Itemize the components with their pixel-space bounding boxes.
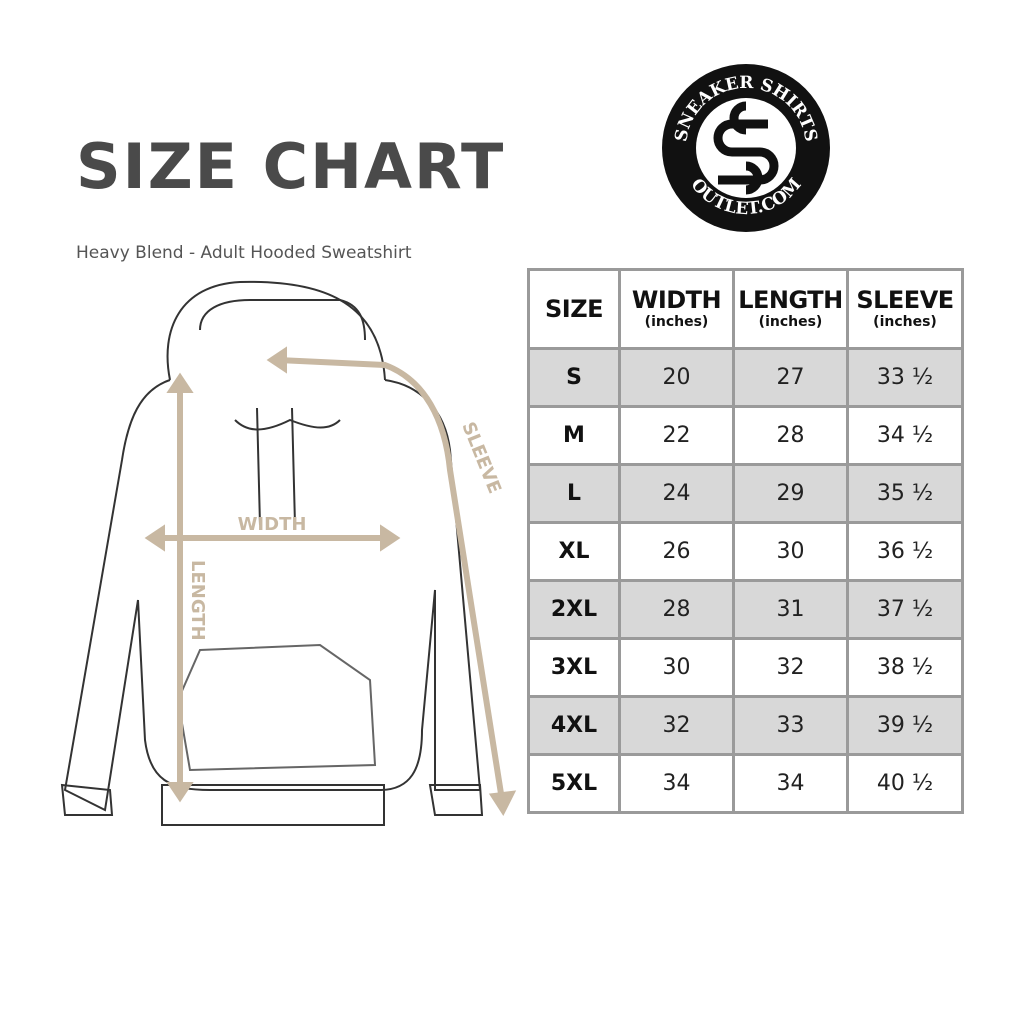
size-cell: XL bbox=[527, 521, 621, 582]
measurement-cell: 29 bbox=[732, 463, 849, 524]
size-cell: S bbox=[527, 347, 621, 408]
header-label: WIDTH bbox=[631, 286, 722, 314]
table-row: 3XL 30 32 38 ½ bbox=[527, 637, 964, 698]
size-cell: 3XL bbox=[527, 637, 621, 698]
size-cell: L bbox=[527, 463, 621, 524]
size-cell: M bbox=[527, 405, 621, 466]
measurement-cell: 40 ½ bbox=[846, 753, 964, 814]
measurement-cell: 35 ½ bbox=[846, 463, 964, 524]
measurement-cell: 24 bbox=[618, 463, 735, 524]
table-row: M 22 28 34 ½ bbox=[527, 405, 964, 466]
header-label: LENGTH bbox=[738, 286, 843, 314]
column-header-size: SIZE bbox=[527, 268, 621, 350]
header-label: SLEEVE bbox=[856, 286, 954, 314]
measurement-cell: 22 bbox=[618, 405, 735, 466]
table-row: L 24 29 35 ½ bbox=[527, 463, 964, 524]
sleeve-label: SLEEVE bbox=[457, 419, 505, 497]
measurement-cell: 28 bbox=[732, 405, 849, 466]
table-row: S 20 27 33 ½ bbox=[527, 347, 964, 408]
product-subtitle: Heavy Blend - Adult Hooded Sweatshirt bbox=[76, 243, 412, 263]
measurement-cell: 38 ½ bbox=[846, 637, 964, 698]
measurement-cell: 33 bbox=[732, 695, 849, 756]
measurement-cell: 30 bbox=[732, 521, 849, 582]
table-row: XL 26 30 36 ½ bbox=[527, 521, 964, 582]
length-label: LENGTH bbox=[187, 560, 208, 641]
measurement-cell: 34 bbox=[732, 753, 849, 814]
size-cell: 5XL bbox=[527, 753, 621, 814]
table-row: 2XL 28 31 37 ½ bbox=[527, 579, 964, 640]
measurement-cell: 31 bbox=[732, 579, 849, 640]
header-unit: (inches) bbox=[873, 314, 937, 330]
size-cell: 2XL bbox=[527, 579, 621, 640]
header-label: SIZE bbox=[544, 295, 604, 323]
width-label: WIDTH bbox=[238, 514, 307, 535]
measurement-cell: 32 bbox=[618, 695, 735, 756]
measurement-cell: 30 bbox=[618, 637, 735, 698]
header-unit: (inches) bbox=[758, 314, 823, 330]
measurement-cell: 36 ½ bbox=[846, 521, 964, 582]
hoodie-diagram: WIDTH LENGTH SLEEVE bbox=[60, 280, 517, 826]
column-header-width: WIDTH (inches) bbox=[618, 268, 735, 350]
size-table: SIZE WIDTH (inches) LENGTH (inches) SLEEVE (in… bbox=[527, 268, 964, 814]
measurement-cell: 27 bbox=[732, 347, 849, 408]
size-cell: 4XL bbox=[527, 695, 621, 756]
column-header-sleeve: SLEEVE (inches) bbox=[846, 268, 964, 350]
measurement-cell: 28 bbox=[618, 579, 735, 640]
measurement-cell: 34 ½ bbox=[846, 405, 964, 466]
measurement-cell: 20 bbox=[618, 347, 735, 408]
table-row: 5XL 34 34 40 ½ bbox=[527, 753, 964, 814]
measurement-cell: 37 ½ bbox=[846, 579, 964, 640]
measurement-cell: 34 bbox=[618, 753, 735, 814]
header-unit: (inches) bbox=[644, 314, 709, 330]
table-row: 4XL 32 33 39 ½ bbox=[527, 695, 964, 756]
measurement-cell: 39 ½ bbox=[846, 695, 964, 756]
measurement-cell: 26 bbox=[618, 521, 735, 582]
page-title: SIZE CHART bbox=[76, 130, 506, 203]
measurement-cell: 32 bbox=[732, 637, 849, 698]
measurement-cell: 33 ½ bbox=[846, 347, 964, 408]
column-header-length: LENGTH (inches) bbox=[732, 268, 849, 350]
brand-logo: SNEAKER SHIRTS OUTLET.COM bbox=[662, 64, 830, 232]
